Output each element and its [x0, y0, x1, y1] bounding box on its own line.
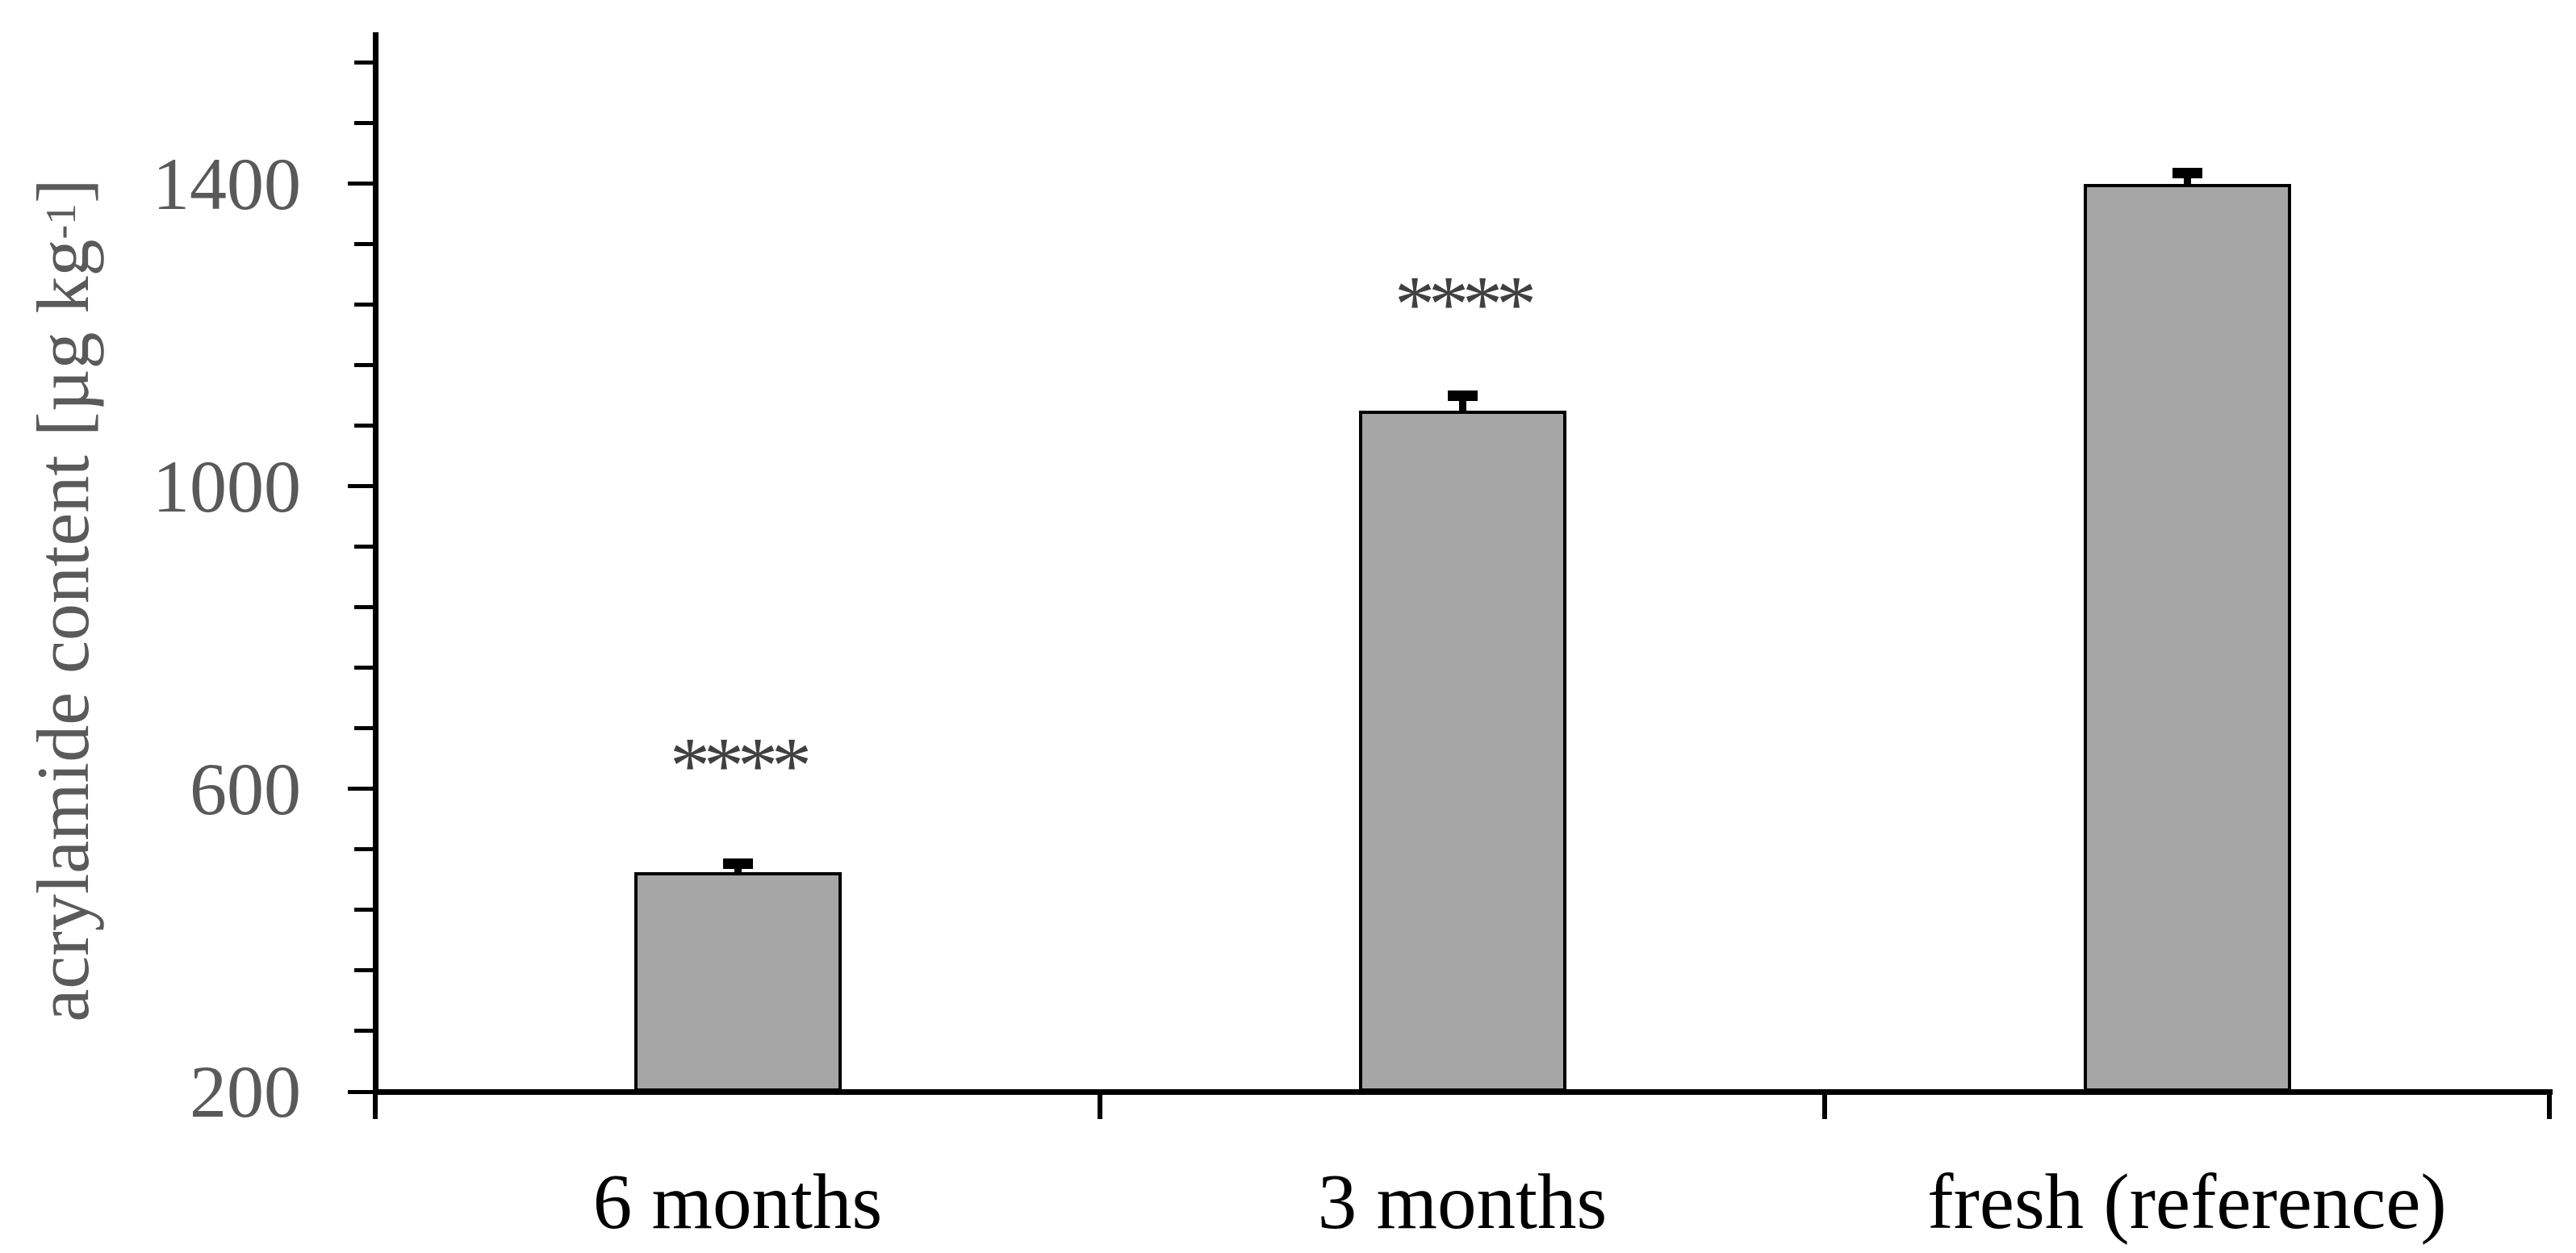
y-major-tick	[348, 787, 375, 791]
y-major-tick	[348, 1089, 375, 1094]
y-minor-tick	[354, 424, 375, 428]
x-axis-tick	[372, 1092, 378, 1119]
y-minor-tick	[354, 303, 375, 307]
significance-marker: ****	[670, 720, 812, 811]
x-axis-tick	[2546, 1092, 2552, 1119]
y-minor-tick	[354, 242, 375, 247]
y-minor-tick	[354, 666, 375, 670]
x-axis-line	[372, 1088, 2553, 1095]
y-tick-label: 600	[190, 747, 301, 830]
y-major-tick	[348, 484, 375, 489]
y-minor-tick	[354, 121, 375, 126]
y-minor-tick	[354, 545, 375, 549]
significance-marker: ****	[1395, 258, 1537, 349]
bar	[2083, 183, 2291, 1092]
y-major-tick	[348, 182, 375, 186]
y-axis-line	[372, 32, 378, 1095]
error-bar-cap	[722, 858, 753, 869]
y-tick-label: 1000	[153, 445, 301, 528]
error-bar-cap	[1447, 391, 1478, 402]
error-bar-cap	[2172, 167, 2202, 178]
error-bar-whisker	[1458, 395, 1466, 412]
y-minor-tick	[354, 968, 375, 973]
y-tick-label: 200	[190, 1050, 301, 1133]
error-bar-whisker	[2183, 172, 2191, 186]
bar	[634, 872, 842, 1092]
x-category-label: fresh (reference)	[1927, 1159, 2447, 1245]
y-minor-tick	[354, 847, 375, 852]
y-minor-tick	[354, 726, 375, 731]
y-minor-tick	[354, 908, 375, 913]
y-minor-tick	[354, 1029, 375, 1034]
y-minor-tick	[354, 363, 375, 368]
x-axis-tick	[1821, 1092, 1827, 1119]
y-minor-tick	[354, 605, 375, 610]
x-category-label: 6 months	[592, 1159, 883, 1245]
x-axis-tick	[1097, 1092, 1102, 1119]
bar	[1358, 410, 1566, 1092]
y-minor-tick	[354, 61, 375, 65]
y-tick-label: 1400	[153, 142, 301, 225]
x-category-label: 3 months	[1317, 1159, 1608, 1245]
